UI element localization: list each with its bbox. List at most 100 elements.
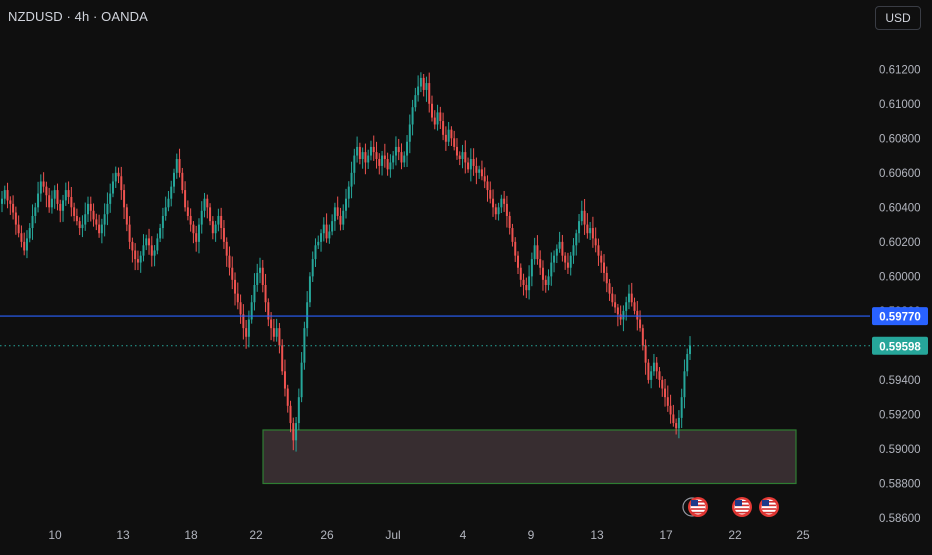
candle-body bbox=[444, 134, 447, 142]
candle-body bbox=[541, 267, 544, 280]
candle-body bbox=[536, 245, 539, 260]
candle-body bbox=[164, 207, 167, 216]
x-tick-label: 9 bbox=[528, 528, 535, 542]
candle-body bbox=[358, 146, 361, 160]
us-flag-icon[interactable] bbox=[759, 497, 779, 517]
us-flag-icon[interactable] bbox=[732, 497, 752, 517]
candle-body bbox=[455, 146, 458, 156]
candle-body bbox=[547, 276, 550, 285]
candle-body bbox=[37, 193, 40, 208]
candle-body bbox=[566, 262, 569, 268]
candle-body bbox=[206, 198, 209, 208]
candle-body bbox=[500, 198, 503, 208]
candle-body bbox=[245, 328, 248, 337]
candle-body bbox=[189, 215, 192, 225]
x-tick-label: 10 bbox=[48, 528, 62, 542]
candle-body bbox=[672, 414, 675, 424]
candle-body bbox=[530, 259, 533, 277]
candle-body bbox=[666, 397, 669, 406]
candle-body bbox=[89, 203, 92, 211]
candle-body bbox=[14, 212, 17, 225]
candle-body bbox=[195, 233, 198, 242]
candle-body bbox=[356, 146, 359, 156]
candle-body bbox=[494, 207, 497, 215]
candle-body bbox=[234, 279, 237, 294]
candle-body bbox=[75, 215, 78, 222]
candle-body bbox=[403, 155, 406, 163]
candle-body bbox=[6, 190, 9, 201]
candle-body bbox=[50, 198, 53, 208]
candle-body bbox=[361, 152, 364, 160]
candle-body bbox=[369, 146, 372, 156]
candle-body bbox=[53, 190, 56, 199]
symbol-title: NZDUSD · 4h · OANDA bbox=[8, 9, 148, 24]
candle-body bbox=[683, 371, 686, 398]
candle-body bbox=[472, 159, 475, 166]
candle-body bbox=[261, 267, 264, 285]
candle-body bbox=[286, 388, 289, 406]
candle-body bbox=[100, 224, 103, 234]
candle-body bbox=[231, 267, 234, 280]
candle-body bbox=[236, 293, 239, 303]
candle-body bbox=[308, 276, 311, 303]
candle-body bbox=[70, 196, 73, 208]
candle-body bbox=[242, 314, 245, 329]
candle-body bbox=[608, 283, 611, 294]
candle-body bbox=[73, 207, 76, 216]
candle-body bbox=[614, 302, 617, 308]
candle-body bbox=[336, 207, 339, 216]
candle-body bbox=[345, 198, 347, 211]
x-tick-label: 17 bbox=[659, 528, 673, 542]
candle-body bbox=[320, 233, 323, 242]
candle-body bbox=[106, 203, 109, 215]
candle-body bbox=[139, 255, 142, 263]
y-tick-label: 0.59400 bbox=[879, 375, 921, 387]
candle-body bbox=[392, 155, 395, 163]
horizontal-line-price-label: 0.59770 bbox=[879, 312, 921, 324]
flag-canton bbox=[735, 500, 742, 506]
currency-button[interactable]: USD bbox=[875, 6, 921, 30]
candle-body bbox=[572, 245, 575, 256]
candle-body bbox=[247, 319, 250, 337]
candle-body bbox=[539, 259, 542, 268]
candle-body bbox=[564, 255, 567, 263]
candle-body bbox=[45, 186, 48, 196]
candle-body bbox=[439, 112, 442, 122]
candle-body bbox=[181, 172, 184, 191]
candle-body bbox=[272, 328, 275, 337]
candle-body bbox=[98, 224, 101, 234]
candle-body bbox=[630, 293, 633, 303]
candle-body bbox=[586, 224, 589, 234]
candle-body bbox=[605, 272, 608, 284]
x-tick-label: 18 bbox=[184, 528, 198, 542]
candle-body bbox=[67, 190, 70, 197]
candle-body bbox=[664, 388, 667, 398]
candle-body bbox=[578, 221, 581, 234]
candle-body bbox=[328, 231, 331, 239]
candle-body bbox=[34, 207, 37, 216]
candle-body bbox=[331, 221, 334, 232]
candle-body bbox=[489, 190, 492, 199]
candle-body bbox=[200, 210, 203, 225]
candle-body bbox=[153, 250, 156, 256]
candle-body bbox=[306, 302, 309, 329]
candle-body bbox=[655, 362, 658, 372]
candle-body bbox=[414, 95, 417, 108]
candle-body bbox=[525, 285, 528, 291]
candle-body bbox=[408, 124, 411, 142]
candle-body bbox=[9, 200, 12, 204]
x-tick-label: Jul bbox=[385, 528, 400, 542]
candle-body bbox=[508, 215, 511, 229]
candle-body bbox=[627, 293, 630, 303]
us-flag-icon[interactable] bbox=[682, 497, 708, 517]
candle-body bbox=[322, 224, 325, 234]
candle-body bbox=[519, 267, 522, 280]
candle-body bbox=[669, 405, 672, 415]
candle-body bbox=[633, 302, 636, 311]
candle-body bbox=[253, 285, 256, 303]
candle-body bbox=[256, 272, 259, 285]
candle-body bbox=[561, 241, 564, 256]
candle-body bbox=[381, 155, 384, 166]
